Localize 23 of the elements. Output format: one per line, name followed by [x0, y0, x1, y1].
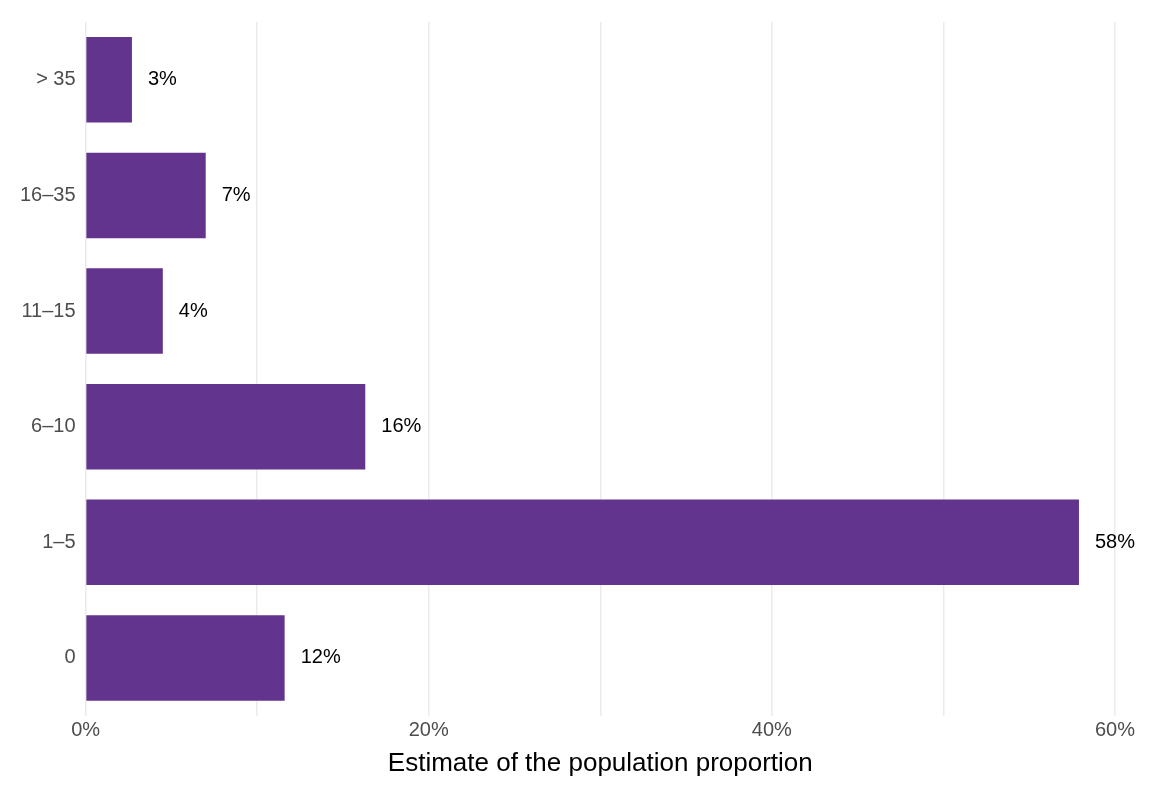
- x-tick-label: 60%: [1094, 718, 1136, 741]
- y-tick-label: 6–10: [31, 414, 76, 437]
- y-tick-label: 0: [64, 645, 76, 668]
- data-label: 58%: [1094, 529, 1136, 552]
- data-label: 16%: [381, 414, 422, 437]
- data-label: 7%: [221, 182, 251, 205]
- y-tick-label: 11–15: [21, 298, 76, 321]
- data-label: 3%: [147, 67, 178, 90]
- y-tick-label: > 35: [36, 67, 76, 90]
- y-tick-label: 16–35: [19, 182, 76, 205]
- x-tick-label: 40%: [751, 718, 793, 741]
- y-tick-label: 1–5: [42, 529, 76, 552]
- x-axis-title: Estimate of the population proportion: [387, 746, 813, 777]
- bar: [86, 152, 206, 239]
- bar: [86, 268, 163, 354]
- data-label: 12%: [300, 645, 341, 668]
- bar: [86, 383, 366, 470]
- bar: [86, 499, 1079, 586]
- bar: [86, 37, 132, 123]
- x-tick-label: 0%: [71, 718, 101, 741]
- data-label: 4%: [178, 298, 208, 321]
- x-tick-label: 20%: [408, 718, 449, 741]
- bar: [86, 615, 285, 701]
